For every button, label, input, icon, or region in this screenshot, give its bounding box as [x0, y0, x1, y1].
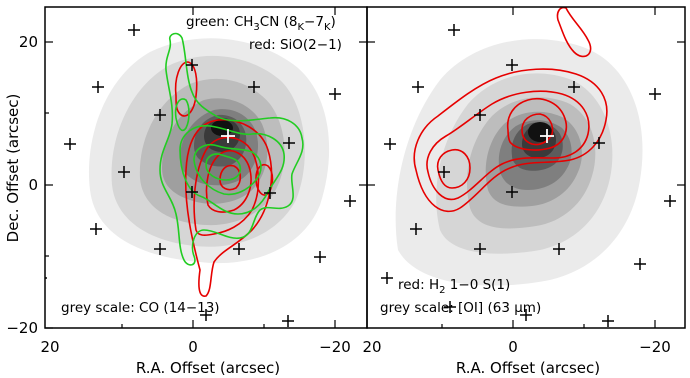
star-marker	[314, 251, 326, 263]
x-axis-label: R.A. Offset (arcsec)	[136, 359, 280, 377]
central-source-marker	[540, 129, 554, 143]
star-marker	[593, 137, 605, 149]
star-marker	[154, 243, 166, 255]
star-marker	[664, 195, 676, 207]
right-panel	[381, 7, 676, 327]
x-axis-label: R.A. Offset (arcsec)	[456, 359, 600, 377]
star-marker	[553, 243, 565, 255]
x-tick-label: 0	[188, 338, 198, 356]
star-marker	[186, 186, 198, 198]
star-marker	[448, 24, 460, 36]
grey-scale-label-oi: grey scale: [OI] (63 μm)	[380, 300, 541, 316]
star-marker	[282, 315, 294, 327]
star-marker	[90, 223, 102, 235]
star-marker	[602, 315, 614, 327]
y-tick-label: −20	[6, 319, 38, 337]
x-tick-label: −20	[319, 338, 351, 356]
star-marker	[634, 258, 646, 270]
left-grey-scale-map	[88, 38, 330, 264]
star-marker	[520, 309, 532, 321]
star-marker	[64, 138, 76, 150]
star-marker	[412, 81, 424, 93]
legend-green-ch3cn: green: CH3CN (8K−7K)	[186, 14, 336, 33]
x-tick-label: −20	[639, 338, 671, 356]
star-marker	[506, 59, 518, 71]
star-marker	[410, 223, 422, 235]
left-panel-ticks	[45, 7, 367, 329]
star-marker	[568, 81, 580, 93]
left-panel	[45, 24, 356, 327]
left-red-sio-contours	[174, 61, 274, 297]
star-marker	[248, 81, 260, 93]
star-marker	[264, 187, 276, 199]
star-marker	[474, 109, 486, 121]
right-red-h2-contours	[413, 7, 608, 213]
star-marker	[438, 166, 450, 178]
star-marker	[381, 272, 393, 284]
star-marker	[118, 166, 130, 178]
star-marker	[200, 309, 212, 321]
x-tick-label: 20	[40, 338, 59, 356]
x-tick-label: 20	[362, 338, 381, 356]
star-marker	[384, 138, 396, 150]
right-star-markers	[381, 24, 676, 327]
star-marker	[128, 24, 140, 36]
star-marker	[233, 243, 245, 255]
star-marker	[283, 137, 295, 149]
right-panel-frame	[366, 6, 686, 329]
legend-red-sio: red: SiO(2−1)	[249, 37, 342, 53]
left-star-markers	[45, 24, 356, 327]
star-marker	[649, 88, 661, 100]
x-tick-label: 0	[508, 338, 518, 356]
star-marker	[154, 109, 166, 121]
y-tick-label: 20	[19, 33, 38, 51]
star-marker	[506, 186, 518, 198]
legend-red-h2: red: H2 1−0 S(1)	[398, 277, 510, 296]
right-panel-ticks	[367, 7, 685, 328]
central-source-marker	[221, 129, 235, 143]
star-marker	[344, 195, 356, 207]
star-marker	[444, 301, 456, 313]
y-axis-label: Dec. Offset (arcsec)	[4, 94, 22, 243]
star-marker	[186, 59, 198, 71]
y-tick-label: 0	[28, 176, 38, 194]
left-green-ch3cn-contours	[159, 32, 304, 266]
star-marker	[92, 81, 104, 93]
right-grey-scale-map	[395, 39, 643, 286]
grey-scale-label-co: grey scale: CO (14−13)	[61, 300, 220, 316]
star-marker	[474, 243, 486, 255]
star-marker	[329, 88, 341, 100]
